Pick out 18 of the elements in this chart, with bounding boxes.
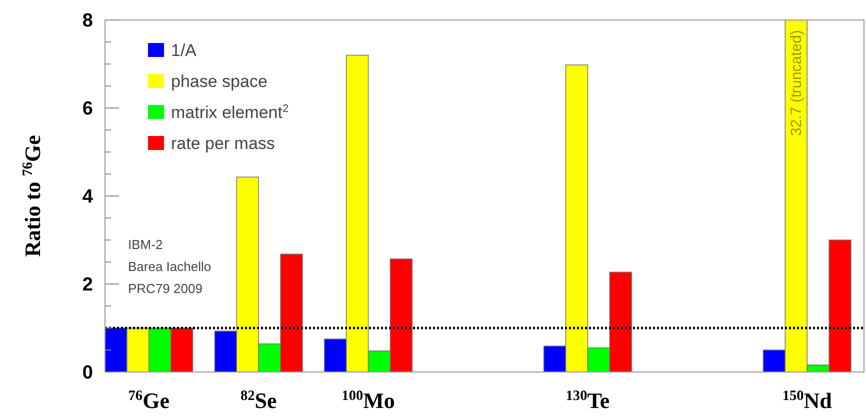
legend-label: 1/A: [171, 40, 198, 60]
y-tick-label: 4: [82, 186, 94, 208]
x-tick-label: $^{150}$Nd: [782, 388, 832, 413]
legend-label: matrix element$^{2}$: [171, 102, 289, 122]
y-tick-label: 8: [82, 10, 93, 32]
y-tick-label: 2: [82, 274, 93, 296]
legend-label: rate per mass: [171, 134, 275, 153]
annotation: IBM-2: [128, 236, 163, 252]
x-tick-label: $^{100}$Mo: [342, 388, 395, 413]
annotation: Barea Iachello: [128, 258, 212, 274]
legend-label: phase space: [171, 72, 268, 91]
x-tick-label: $^{130}$Te: [566, 388, 610, 413]
x-tick-label: $^{82}$Se: [240, 388, 277, 413]
y-tick-label: 0: [82, 362, 93, 384]
y-tick-label: 6: [82, 98, 93, 120]
annotation: 32.7 (truncated): [788, 30, 806, 136]
annotation: PRC79 2009: [128, 280, 202, 296]
x-tick-label: $^{76}$Ge: [128, 388, 170, 413]
